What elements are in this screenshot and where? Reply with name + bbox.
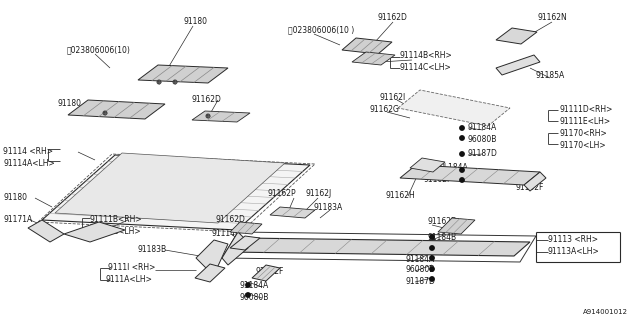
Text: 96080B: 96080B xyxy=(468,134,497,143)
Text: 91184A: 91184A xyxy=(405,254,435,263)
Text: 91162D: 91162D xyxy=(377,12,407,21)
Text: 96080B: 96080B xyxy=(480,172,509,180)
Text: 91184A: 91184A xyxy=(240,282,269,291)
Polygon shape xyxy=(42,155,310,230)
Polygon shape xyxy=(28,220,64,242)
Text: 91162G: 91162G xyxy=(370,106,400,115)
Polygon shape xyxy=(252,265,280,281)
Circle shape xyxy=(430,267,434,271)
Polygon shape xyxy=(524,172,546,191)
Text: 91162D: 91162D xyxy=(216,214,246,223)
Polygon shape xyxy=(438,218,475,234)
Text: 91184B: 91184B xyxy=(428,233,457,242)
Polygon shape xyxy=(410,158,445,172)
Text: 96080B: 96080B xyxy=(240,293,269,302)
Text: A914001012: A914001012 xyxy=(583,309,628,315)
Polygon shape xyxy=(400,165,540,185)
Polygon shape xyxy=(138,65,228,83)
Circle shape xyxy=(430,235,434,239)
Text: ⓝ023806006(10 ): ⓝ023806006(10 ) xyxy=(288,26,355,35)
Text: 91162F: 91162F xyxy=(256,268,284,276)
Text: 91162D: 91162D xyxy=(192,95,222,105)
Text: 96080B: 96080B xyxy=(405,266,435,275)
Circle shape xyxy=(460,126,464,130)
Text: 91114B<RH>: 91114B<RH> xyxy=(400,52,452,60)
Text: 91111E<LH>: 91111E<LH> xyxy=(560,117,611,126)
Text: 91162P: 91162P xyxy=(268,189,296,198)
Circle shape xyxy=(460,152,464,156)
Polygon shape xyxy=(270,207,315,218)
Polygon shape xyxy=(352,52,395,65)
Text: 91114A<LH>: 91114A<LH> xyxy=(3,158,55,167)
Polygon shape xyxy=(68,100,165,119)
Text: 9111A<LH>: 9111A<LH> xyxy=(105,276,152,284)
Text: 91170<RH>: 91170<RH> xyxy=(560,130,608,139)
Text: 91184A: 91184A xyxy=(468,123,497,132)
Text: 91185A: 91185A xyxy=(535,70,564,79)
Text: 91162I: 91162I xyxy=(424,175,451,185)
Polygon shape xyxy=(64,222,125,242)
Polygon shape xyxy=(230,236,260,250)
Text: 91171A: 91171A xyxy=(3,215,32,225)
Text: 91180: 91180 xyxy=(183,18,207,27)
Circle shape xyxy=(246,293,250,297)
Polygon shape xyxy=(496,28,537,44)
Text: 91183A: 91183A xyxy=(313,204,342,212)
Circle shape xyxy=(173,80,177,84)
Text: 91111B<RH>: 91111B<RH> xyxy=(90,215,143,225)
Text: 91114C<LH>: 91114C<LH> xyxy=(400,63,452,73)
Polygon shape xyxy=(55,153,285,223)
Polygon shape xyxy=(195,264,225,282)
Polygon shape xyxy=(230,222,262,234)
Text: 91180: 91180 xyxy=(58,100,82,108)
Polygon shape xyxy=(398,90,510,126)
Circle shape xyxy=(460,178,464,182)
Circle shape xyxy=(246,283,250,287)
Text: 91170<LH>: 91170<LH> xyxy=(560,141,607,150)
Polygon shape xyxy=(192,111,250,122)
Text: 91113A<LH>: 91113A<LH> xyxy=(548,247,600,257)
Text: 91114 <RH>: 91114 <RH> xyxy=(3,147,53,156)
Text: 91187D: 91187D xyxy=(405,276,435,285)
Text: 91162I: 91162I xyxy=(380,92,406,101)
Text: 91111D<RH>: 91111D<RH> xyxy=(560,106,613,115)
Circle shape xyxy=(430,246,434,250)
Text: 9L184A: 9L184A xyxy=(440,164,468,172)
Circle shape xyxy=(430,277,434,281)
Circle shape xyxy=(206,114,210,118)
Polygon shape xyxy=(196,240,228,270)
Text: 91113 <RH>: 91113 <RH> xyxy=(548,235,598,244)
Text: 91187D: 91187D xyxy=(468,148,498,157)
Circle shape xyxy=(460,168,464,172)
Circle shape xyxy=(430,256,434,260)
Text: 91162N: 91162N xyxy=(538,12,568,21)
Text: 91162F: 91162F xyxy=(515,182,543,191)
Circle shape xyxy=(103,111,107,115)
Text: 91180: 91180 xyxy=(3,194,27,203)
Circle shape xyxy=(157,80,161,84)
Polygon shape xyxy=(222,232,248,265)
Text: 96080B: 96080B xyxy=(428,244,458,253)
Text: 91183B: 91183B xyxy=(138,245,167,254)
Text: 91162J: 91162J xyxy=(306,189,332,198)
Polygon shape xyxy=(342,38,392,54)
Text: 91114D: 91114D xyxy=(212,228,242,237)
Text: 91162D: 91162D xyxy=(428,218,458,227)
Text: 91162H: 91162H xyxy=(386,190,416,199)
Text: 91111C<LH>: 91111C<LH> xyxy=(90,228,141,236)
Circle shape xyxy=(460,136,464,140)
Polygon shape xyxy=(228,238,530,256)
Polygon shape xyxy=(496,55,540,75)
Text: ⓝ023806006(10): ⓝ023806006(10) xyxy=(67,45,131,54)
Text: 9111I <RH>: 9111I <RH> xyxy=(108,263,156,273)
